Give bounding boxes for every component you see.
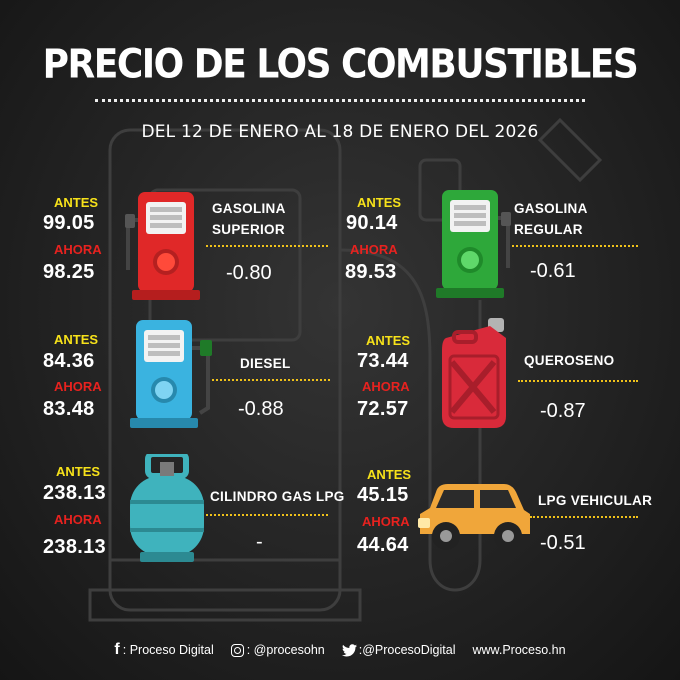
antes-price: 84.36 bbox=[43, 350, 95, 372]
red-jerrycan-icon bbox=[442, 318, 506, 428]
fuel-name-line1: QUEROSENO bbox=[524, 353, 615, 368]
fuel-name-line2: REGULAR bbox=[514, 222, 583, 237]
fuel-name-line1: GASOLINA bbox=[514, 201, 588, 216]
price-difference: - bbox=[256, 531, 263, 553]
ahora-price: 98.25 bbox=[43, 261, 95, 283]
price-difference: -0.87 bbox=[540, 400, 586, 422]
antes-label: ANTES bbox=[357, 195, 402, 210]
fuel-name-line2: SUPERIOR bbox=[212, 222, 285, 237]
website-link[interactable]: www.Proceso.hn bbox=[472, 643, 566, 657]
dotted-leader bbox=[206, 514, 328, 516]
fuel-name-line1: GASOLINA bbox=[212, 201, 286, 216]
fuel-name-line1: LPG VEHICULAR bbox=[538, 493, 653, 508]
red-fuel-pump-icon bbox=[125, 192, 200, 300]
title-underline bbox=[95, 99, 585, 102]
price-difference: -0.88 bbox=[238, 398, 284, 420]
price-difference: -0.80 bbox=[226, 262, 272, 284]
fuel-name-line1: CILINDRO GAS LPG bbox=[210, 489, 345, 504]
page-subtitle: DEL 12 DE ENERO AL 18 DE ENERO DEL 2026 bbox=[141, 122, 539, 142]
ahora-label: AHORA bbox=[350, 242, 398, 257]
ahora-price: 72.57 bbox=[357, 398, 409, 420]
antes-label: ANTES bbox=[56, 464, 101, 479]
antes-label: ANTES bbox=[54, 332, 99, 347]
antes-price: 238.13 bbox=[43, 482, 106, 504]
twitter-handle[interactable]: :@ProcesoDigital bbox=[358, 643, 456, 657]
ahora-label: AHORA bbox=[362, 379, 410, 394]
antes-price: 73.44 bbox=[357, 350, 409, 372]
gas-cylinder-icon bbox=[130, 454, 204, 562]
instagram-icon bbox=[230, 643, 244, 657]
page-title: PRECIO DE LOS COMBUSTIBLES bbox=[42, 41, 639, 88]
dotted-leader bbox=[518, 380, 638, 382]
fuel-name-line1: DIESEL bbox=[240, 356, 291, 371]
price-difference: -0.61 bbox=[530, 260, 576, 282]
dotted-leader bbox=[206, 245, 328, 247]
blue-fuel-pump-icon bbox=[130, 320, 212, 428]
ahora-label: AHORA bbox=[362, 514, 410, 529]
antes-label: ANTES bbox=[367, 467, 412, 482]
ahora-price: 238.13 bbox=[43, 536, 106, 558]
antes-price: 99.05 bbox=[43, 212, 95, 234]
dotted-leader bbox=[512, 245, 638, 247]
ahora-price: 44.64 bbox=[357, 534, 409, 556]
antes-price: 90.14 bbox=[346, 212, 398, 234]
price-difference: -0.51 bbox=[540, 532, 586, 554]
dotted-leader bbox=[212, 379, 330, 381]
antes-label: ANTES bbox=[366, 333, 411, 348]
instagram-handle[interactable]: : @procesohn bbox=[246, 643, 325, 657]
facebook-icon: f bbox=[114, 641, 120, 658]
suv-car-icon bbox=[418, 484, 530, 550]
facebook-handle[interactable]: : Proceso Digital bbox=[122, 643, 214, 657]
ahora-price: 83.48 bbox=[43, 398, 95, 420]
ahora-label: AHORA bbox=[54, 242, 102, 257]
twitter-icon bbox=[341, 643, 357, 656]
ahora-label: AHORA bbox=[54, 379, 102, 394]
ahora-price: 89.53 bbox=[345, 261, 397, 283]
antes-label: ANTES bbox=[54, 195, 99, 210]
ahora-label: AHORA bbox=[54, 512, 102, 527]
antes-price: 45.15 bbox=[357, 484, 409, 506]
green-fuel-pump-icon bbox=[436, 190, 511, 298]
dotted-leader bbox=[530, 516, 638, 518]
footer: f: Proceso Digital : @procesohn :@Proces… bbox=[0, 641, 680, 659]
